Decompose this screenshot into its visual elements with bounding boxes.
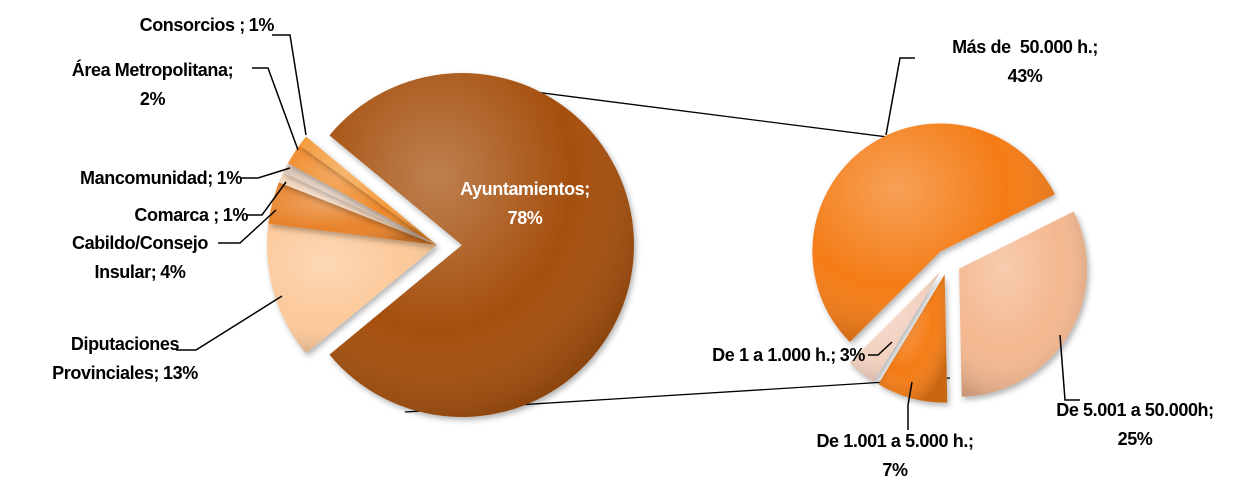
category-label: De 1 a 1.000 h.; — [712, 345, 836, 365]
leader-line — [247, 181, 287, 216]
category-label: Mancomunidad; — [80, 168, 213, 188]
value-label: 43% — [1007, 66, 1043, 86]
pie-slice-shade — [278, 172, 437, 245]
leader-line — [240, 167, 291, 179]
pie-slice-shade — [283, 163, 437, 245]
category-label: Cabildo/Consejo Insular; — [71, 233, 213, 282]
pie-slice-shade — [329, 73, 634, 418]
value-label: 1% — [216, 168, 243, 188]
category-label: De 5.001 a 50.000h; — [1056, 400, 1214, 420]
value-label: 13% — [162, 363, 198, 383]
category-label: Consorcios ; — [139, 15, 246, 35]
value-label: 78% — [507, 208, 543, 228]
pie-slice-shade — [268, 182, 437, 245]
pie-slice-shade — [878, 274, 948, 403]
leader-line — [868, 341, 893, 356]
value-label: 4% — [160, 262, 186, 282]
leader-line — [907, 381, 913, 430]
connector-line — [471, 83, 959, 147]
pie-slice-shade — [959, 211, 1088, 397]
value-label: 2% — [139, 89, 166, 109]
data-label: Área Metropolitana; 2% — [50, 56, 255, 114]
data-label: De 1 a 1.000 h.; 3% — [640, 341, 865, 370]
leader-line — [218, 209, 277, 244]
data-label: Mancomunidad; 1% — [10, 164, 242, 193]
data-label: Comarca ; 1% — [60, 201, 248, 230]
pie-slice-shade — [299, 136, 437, 245]
category-label: De 1.001 a 5.000 h.; — [816, 431, 974, 451]
value-label: 3% — [839, 345, 866, 365]
data-label: De 5.001 a 50.000h; 25% — [1030, 396, 1233, 454]
chart — [176, 34, 1088, 430]
value-label: 1% — [222, 205, 249, 225]
category-label: Área Metropolitana; — [71, 60, 234, 80]
category-label: Comarca ; — [134, 205, 219, 225]
value-label: 25% — [1117, 429, 1153, 449]
leader-line — [252, 67, 299, 151]
data-label: Consorcios ; 1% — [40, 11, 275, 40]
leader-line — [176, 295, 283, 351]
leader-line — [1059, 334, 1080, 401]
value-label: 1% — [248, 15, 275, 35]
data-label: Ayuntamientos; 78% — [420, 175, 630, 233]
leader-line — [885, 57, 915, 136]
data-label: Cabildo/Consejo Insular; 4% — [55, 229, 225, 287]
leader-line — [272, 34, 307, 136]
category-label: Diputaciones Provinciales; — [52, 334, 184, 383]
data-label: Más de 50.000 h.; 43% — [920, 33, 1130, 91]
data-label: De 1.001 a 5.000 h.; 7% — [775, 427, 1015, 485]
data-label: Diputaciones Provinciales; 13% — [20, 330, 230, 388]
category-label: Más de 50.000 h.; — [952, 37, 1098, 57]
pie-slice-shade — [288, 145, 437, 245]
category-label: Ayuntamientos; — [460, 179, 590, 199]
pie-slice-shade — [812, 123, 1055, 342]
chart-area: Ayuntamientos; 78% Diputaciones Provincial… — [10, 11, 1233, 480]
pie-slice-shade — [267, 223, 437, 354]
